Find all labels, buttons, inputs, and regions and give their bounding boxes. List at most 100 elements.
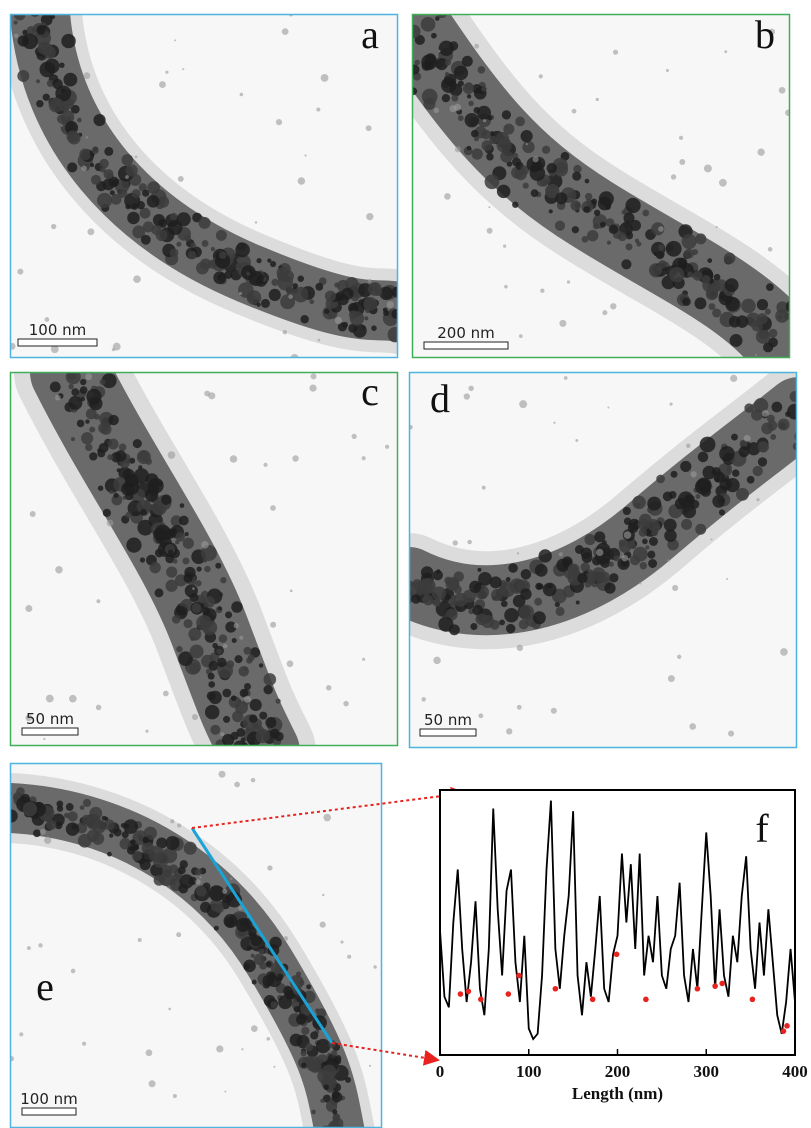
- particle: [800, 390, 809, 399]
- particle: [107, 454, 114, 461]
- minimum-point: [478, 996, 484, 1003]
- particle: [243, 959, 256, 973]
- speck: [304, 154, 307, 157]
- particle: [153, 874, 165, 886]
- particle: [239, 747, 246, 754]
- speck: [316, 107, 321, 112]
- speck: [607, 406, 610, 409]
- speck: [170, 819, 175, 824]
- particle: [477, 66, 486, 74]
- particle: [121, 482, 135, 496]
- speck: [610, 303, 617, 310]
- particle: [79, 386, 88, 395]
- speck: [575, 439, 579, 442]
- particle: [140, 234, 151, 245]
- particle: [451, 94, 459, 102]
- minimum-point: [465, 988, 472, 995]
- particle: [608, 561, 614, 567]
- x-tick-label: 300: [694, 1062, 720, 1081]
- particle: [363, 296, 378, 311]
- particle: [738, 446, 750, 458]
- particle: [206, 691, 216, 701]
- particle: [420, 566, 434, 579]
- particle: [131, 850, 143, 862]
- particle: [107, 851, 112, 857]
- particle: [139, 557, 146, 563]
- particle: [414, 34, 425, 45]
- speck: [566, 280, 571, 284]
- speck: [44, 836, 52, 844]
- particle: [270, 1001, 278, 1008]
- particle: [406, 38, 412, 44]
- speck: [553, 421, 556, 424]
- speck: [168, 1007, 171, 1011]
- minimum-point: [457, 991, 464, 997]
- particle: [349, 311, 365, 326]
- speck: [10, 342, 16, 350]
- speck: [538, 74, 543, 79]
- particle: [277, 973, 284, 980]
- speck: [270, 621, 277, 628]
- particle: [481, 86, 487, 92]
- particle: [438, 40, 454, 56]
- particle: [668, 491, 677, 499]
- speck: [320, 73, 329, 82]
- speck: [756, 498, 760, 502]
- particle: [191, 580, 196, 586]
- particle: [292, 998, 297, 1003]
- particle: [450, 594, 457, 600]
- particle: [735, 315, 749, 328]
- particle: [453, 571, 464, 582]
- speck: [481, 485, 486, 490]
- particle: [67, 162, 78, 173]
- speck: [754, 353, 758, 357]
- speck: [361, 456, 366, 461]
- speck: [780, 648, 788, 656]
- speck: [724, 50, 728, 54]
- particle: [91, 832, 105, 845]
- particle: [726, 464, 732, 470]
- particle: [777, 418, 790, 431]
- particle: [530, 189, 539, 198]
- particle: [276, 266, 289, 279]
- speck: [172, 1093, 177, 1099]
- particle: [218, 634, 228, 643]
- speck: [703, 164, 712, 173]
- speck: [730, 374, 738, 382]
- particle: [412, 64, 420, 75]
- particle: [477, 567, 482, 572]
- speck: [679, 159, 686, 165]
- speck: [229, 455, 238, 463]
- speck: [319, 921, 326, 928]
- particle: [383, 310, 390, 317]
- particle: [210, 724, 221, 735]
- particle: [68, 383, 74, 390]
- particle: [605, 204, 611, 210]
- minimum-point: [712, 983, 718, 989]
- particle: [184, 584, 198, 598]
- speck: [612, 49, 619, 55]
- speck: [444, 193, 451, 200]
- particle: [699, 436, 716, 453]
- particle: [431, 32, 437, 39]
- particle: [481, 614, 495, 629]
- particle: [139, 207, 151, 219]
- x-tick-label: 400: [782, 1062, 808, 1081]
- particle: [712, 494, 726, 508]
- panel-border: [9, 371, 399, 747]
- particle: [234, 655, 243, 664]
- particle: [249, 714, 258, 723]
- particle: [581, 552, 593, 563]
- minimum-point: [749, 996, 756, 1003]
- particle: [605, 218, 615, 227]
- speck: [125, 175, 129, 179]
- particle: [554, 601, 560, 608]
- particle: [13, 14, 26, 21]
- particle: [352, 323, 367, 338]
- particle: [690, 499, 700, 509]
- particle: [538, 549, 552, 563]
- particle: [93, 413, 100, 420]
- particle: [232, 710, 244, 723]
- particle: [59, 62, 65, 68]
- particle: [155, 229, 168, 242]
